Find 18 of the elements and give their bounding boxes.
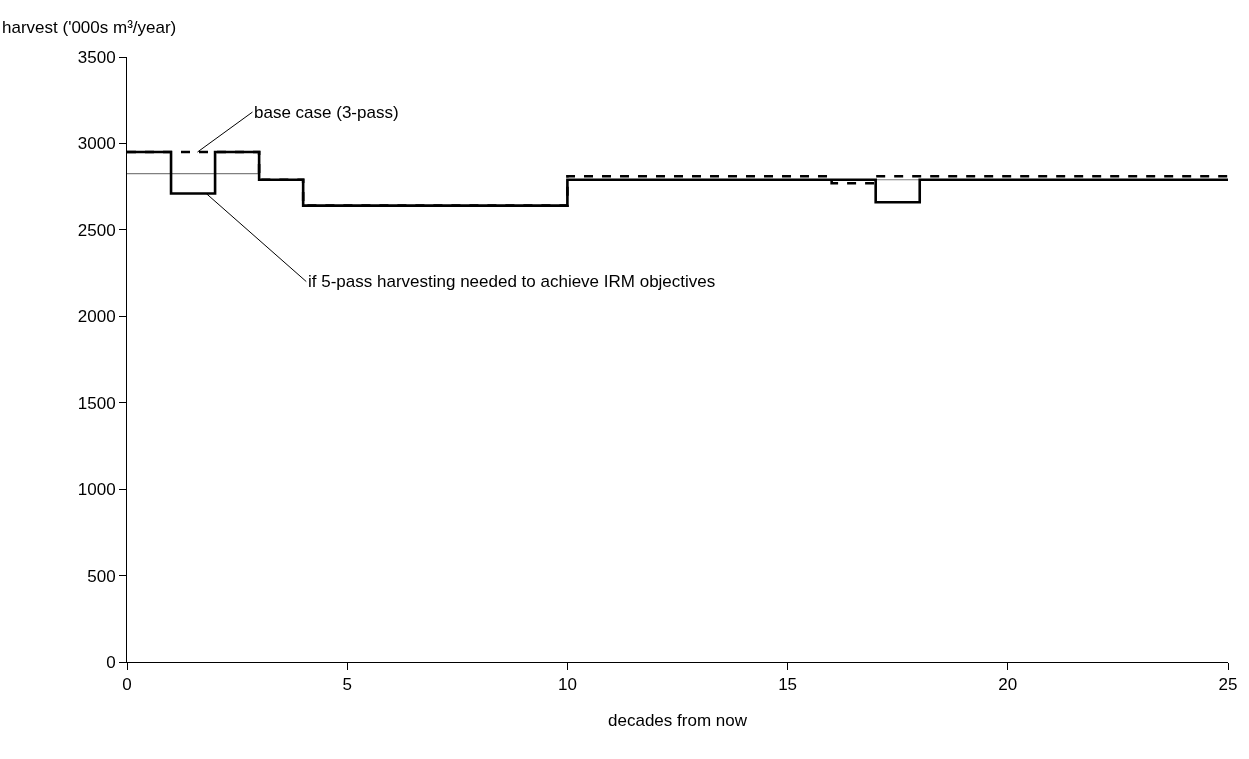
x-tick-label: 15 — [778, 675, 798, 695]
y-tick-label: 2000 — [77, 307, 116, 327]
y-axis-title: harvest ('000s m³/year) — [2, 18, 177, 37]
x-tick-label: 25 — [1218, 675, 1238, 695]
y-tick-label: 0 — [106, 652, 116, 672]
y-tick-label: 1000 — [77, 480, 116, 500]
y-tick-label: 500 — [87, 566, 116, 586]
x-tick-label: 20 — [998, 675, 1018, 695]
y-tick-label: 3500 — [77, 47, 116, 67]
x-tick-label: 5 — [342, 675, 352, 695]
y-tick-label: 2500 — [77, 220, 116, 240]
y-tick-label: 3000 — [77, 134, 116, 154]
annotation: if 5-pass harvesting needed to achieve IRM objectives — [308, 272, 716, 291]
x-tick-label: 10 — [557, 675, 577, 695]
annotation: base case (3-pass) — [254, 103, 399, 122]
y-tick-label: 1500 — [77, 393, 116, 413]
x-tick-label: 0 — [122, 675, 132, 695]
x-axis-title: decades from now — [608, 710, 748, 730]
